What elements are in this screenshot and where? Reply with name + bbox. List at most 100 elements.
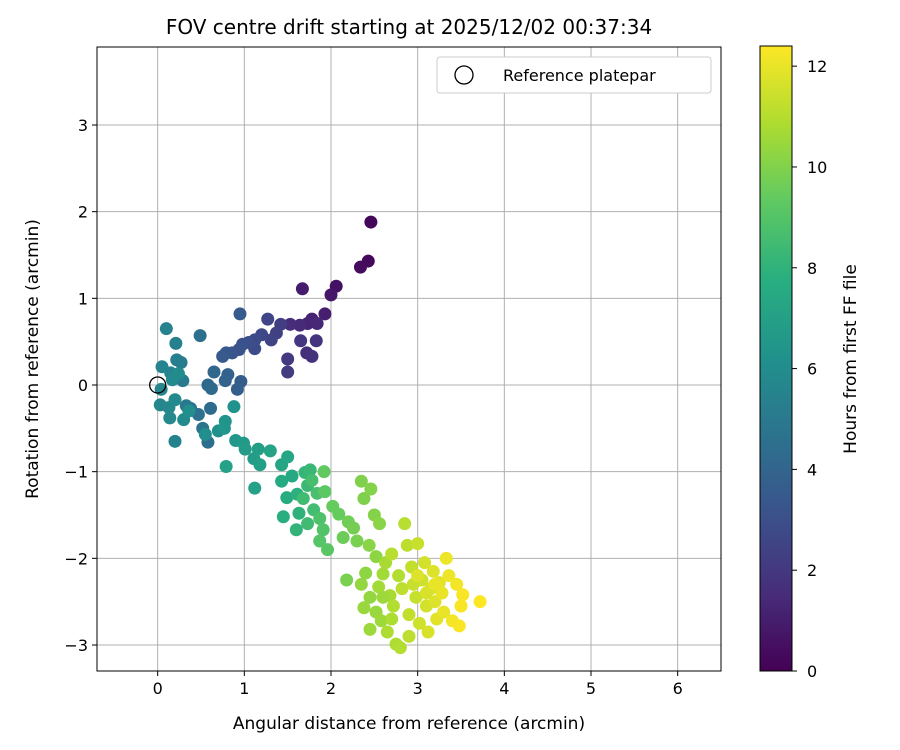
data-point — [230, 382, 244, 396]
data-point — [411, 537, 425, 551]
data-point — [400, 538, 414, 552]
x-tick-label: 4 — [499, 679, 509, 698]
data-point — [376, 590, 390, 604]
data-point — [171, 367, 185, 381]
x-tick-label: 6 — [673, 679, 683, 698]
data-point — [218, 374, 232, 388]
data-point — [357, 492, 371, 506]
data-point — [317, 465, 331, 479]
data-point — [426, 564, 440, 578]
data-point — [363, 590, 377, 604]
x-tick-label: 3 — [413, 679, 423, 698]
data-point — [233, 307, 247, 321]
data-point — [281, 365, 295, 379]
data-point — [376, 567, 390, 581]
colorbar: 0 2 4 6 8 10 12 Hours from first FF file — [759, 45, 861, 681]
data-point — [369, 550, 383, 564]
data-point — [204, 381, 218, 395]
data-point — [305, 349, 319, 363]
data-point — [303, 463, 317, 477]
data-point — [275, 474, 289, 488]
data-point — [198, 427, 212, 441]
y-tick-label: −2 — [64, 549, 88, 568]
data-point — [219, 459, 233, 473]
data-point — [253, 458, 267, 472]
colorbar-ticks: 0 2 4 6 8 10 12 — [792, 57, 827, 681]
data-point — [363, 622, 377, 636]
data-point — [276, 510, 290, 524]
data-point — [155, 360, 169, 374]
data-point — [380, 625, 394, 639]
data-point — [354, 577, 368, 591]
data-point — [412, 616, 426, 630]
data-point — [340, 573, 354, 587]
data-point — [385, 612, 399, 626]
data-point — [313, 534, 327, 548]
legend: Reference platepar — [436, 56, 712, 94]
data-point — [473, 595, 487, 609]
data-point — [402, 608, 416, 622]
data-point — [296, 492, 310, 506]
data-point — [309, 334, 323, 348]
data-point — [227, 400, 241, 414]
data-point — [248, 481, 262, 495]
data-point — [437, 605, 451, 619]
data-point — [393, 641, 407, 655]
data-point — [159, 322, 173, 336]
data-points — [153, 215, 487, 655]
data-point — [313, 511, 327, 525]
data-point — [385, 547, 399, 561]
data-point — [411, 569, 425, 583]
data-point — [456, 588, 470, 602]
x-tick-label: 1 — [239, 679, 249, 698]
colorbar-tick-label: 10 — [807, 158, 827, 177]
y-tick-label: 3 — [78, 116, 88, 135]
y-axis-label: Rotation from reference (arcmin) — [23, 219, 43, 499]
data-point — [409, 590, 423, 604]
data-point — [289, 523, 303, 537]
data-point — [281, 352, 295, 366]
data-point — [421, 625, 435, 639]
colorbar-tick-label: 12 — [807, 57, 827, 76]
colorbar-tick-label: 4 — [807, 460, 817, 479]
data-point — [354, 474, 368, 488]
data-point — [398, 517, 412, 531]
x-axis-ticks: 0 1 2 3 4 5 6 — [153, 671, 683, 698]
data-point — [359, 566, 373, 580]
colorbar-tick-label: 8 — [807, 259, 817, 278]
y-tick-label: 0 — [78, 376, 88, 395]
chart-title: FOV centre drift starting at 2025/12/02 … — [166, 15, 652, 39]
data-point — [318, 485, 332, 499]
data-point — [285, 469, 299, 483]
legend-box — [436, 56, 712, 94]
data-point — [310, 316, 324, 330]
data-point — [321, 543, 335, 557]
data-point — [428, 577, 442, 591]
data-point — [364, 482, 378, 496]
colorbar-label: Hours from first FF file — [841, 264, 861, 454]
data-point — [217, 421, 231, 435]
data-point — [281, 450, 295, 464]
data-point — [372, 580, 386, 594]
data-point — [163, 411, 177, 425]
data-point — [454, 599, 468, 613]
data-point — [182, 404, 196, 418]
plot-frame — [96, 46, 722, 672]
data-point — [392, 569, 406, 583]
data-point — [347, 521, 361, 535]
data-point — [283, 317, 297, 331]
data-point — [350, 534, 364, 548]
x-axis-label: Angular distance from reference (arcmin) — [233, 714, 585, 734]
x-tick-label: 2 — [326, 679, 336, 698]
data-point — [238, 442, 252, 456]
data-point — [170, 353, 184, 367]
data-point — [264, 333, 278, 347]
y-tick-label: 2 — [78, 203, 88, 222]
data-point — [204, 401, 218, 415]
y-axis-ticks: −3 −2 −1 0 1 2 3 — [64, 116, 97, 655]
data-point — [357, 601, 371, 615]
data-point — [294, 334, 308, 348]
data-point — [332, 507, 346, 521]
data-point — [362, 538, 376, 552]
